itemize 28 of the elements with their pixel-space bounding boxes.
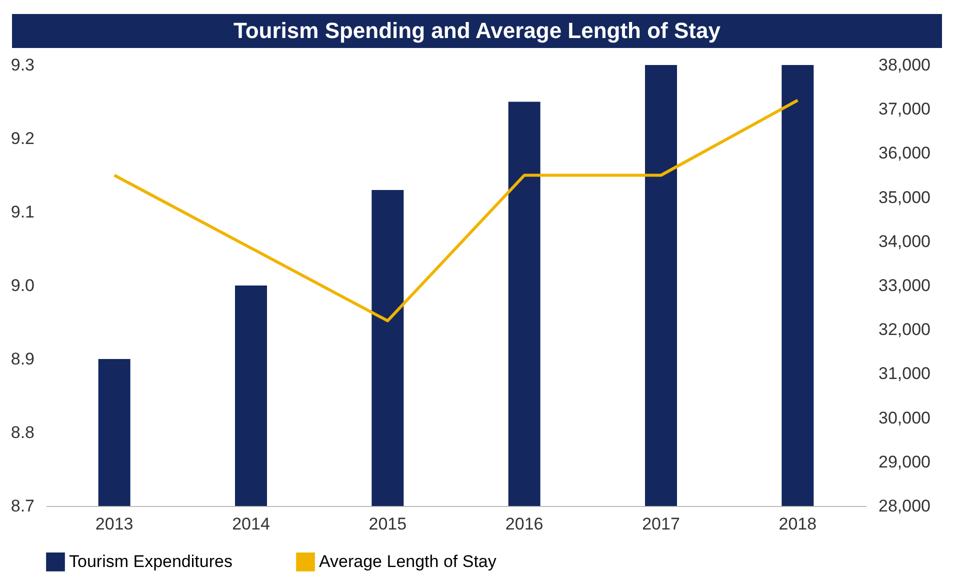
y2-tick-label: 35,000 [878,188,930,207]
x-tick-label: 2013 [95,514,134,534]
y-tick-label: 9.2 [10,129,34,148]
y2-tick-label: 36,000 [878,144,930,163]
y2-tick-label: 37,000 [878,100,930,119]
y2-tick-label: 38,000 [878,56,930,74]
y-tick-label: 9.0 [10,276,34,295]
legend-label: Average Length of Stay [319,552,497,571]
y-tick-label: 8.9 [10,350,34,368]
y2-tick-label: 32,000 [878,320,930,340]
y2-tick-label: 31,000 [878,364,930,384]
y2-tick-label: 34,000 [878,232,930,251]
y-tick-label: 9.1 [10,202,34,222]
legend-label: Tourism Expenditures [69,552,232,571]
x-tick-label: 2018 [778,514,817,534]
y2-tick-label: 28,000 [878,496,930,516]
x-tick-label: 2017 [642,514,680,534]
x-tick-label: 2014 [232,514,270,534]
x-tick-label: 2016 [505,514,544,534]
x-tick-label: 2015 [368,514,407,534]
line-series [112,98,800,322]
y2-tick-label: 29,000 [878,452,930,472]
y-tick-label: 9.3 [10,56,34,74]
y2-tick-label: 33,000 [878,276,930,295]
y-tick-label: 8.8 [10,423,34,442]
y2-tick-label: 30,000 [878,408,930,428]
chart-title: Tourism Spending and Average Length of Stay [12,14,942,48]
y-tick-label: 8.7 [10,496,34,516]
